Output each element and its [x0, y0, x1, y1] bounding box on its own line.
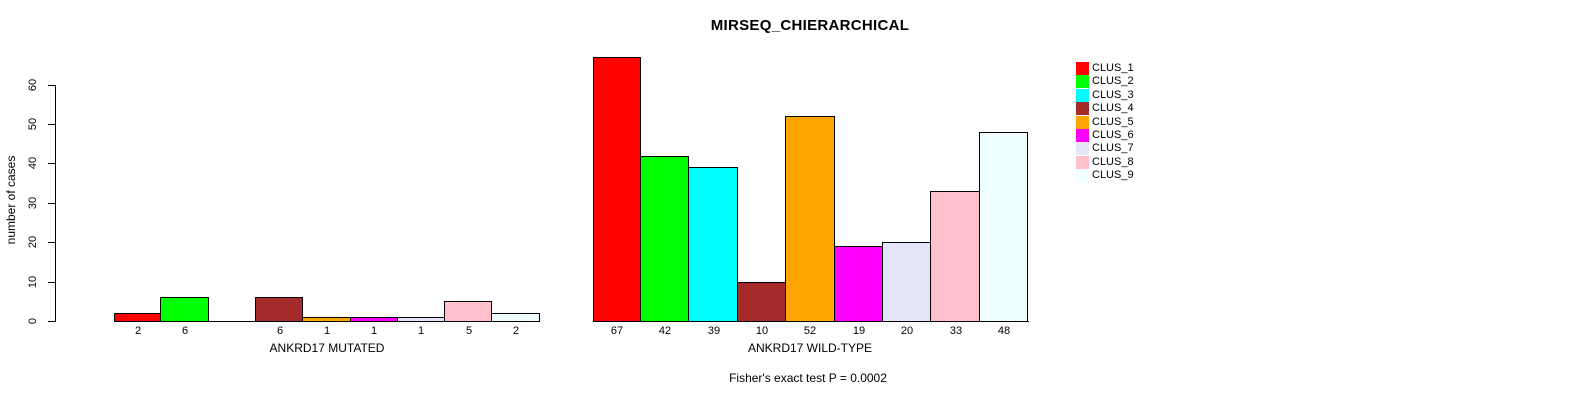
bar-value-label: 1: [323, 325, 331, 337]
y-tick: [48, 124, 55, 125]
bar: [491, 313, 540, 322]
bar: [688, 167, 738, 322]
legend-label: CLUS_1: [1092, 62, 1134, 74]
bar-value-label: 67: [610, 325, 624, 337]
bar: [834, 246, 883, 322]
group-label: ANKRD17 WILD-TYPE: [747, 341, 873, 355]
legend-label: CLUS_2: [1092, 75, 1134, 87]
legend-swatch: [1076, 75, 1089, 88]
bar-value-label: 1: [417, 325, 425, 337]
y-tick-label: 50: [27, 117, 39, 131]
y-tick: [48, 242, 55, 243]
y-tick: [48, 203, 55, 204]
chart-title: MIRSEQ_CHIERARCHICAL: [710, 17, 910, 34]
bar-value-label: 33: [949, 325, 963, 337]
fisher-test-annotation: Fisher's exact test P = 0.0002: [729, 371, 887, 385]
bar-value-label: 39: [707, 325, 721, 337]
bar: [302, 317, 351, 322]
bar-value-label: 5: [465, 325, 473, 337]
legend-swatch: [1076, 62, 1089, 75]
legend-swatch: [1076, 116, 1089, 129]
legend-label: CLUS_6: [1092, 129, 1134, 141]
legend-label: CLUS_3: [1092, 89, 1134, 101]
legend-swatch: [1076, 129, 1089, 142]
y-tick: [48, 282, 55, 283]
bar-value-label: 52: [803, 325, 817, 337]
y-axis-title: number of cases: [4, 155, 18, 245]
bar: [640, 156, 689, 322]
group-baseline: [593, 321, 1029, 322]
legend-swatch: [1076, 169, 1089, 182]
bar: [444, 301, 492, 322]
bar: [397, 317, 445, 322]
legend-label: CLUS_8: [1092, 156, 1134, 168]
bar-value-label: 1: [370, 325, 378, 337]
y-tick: [48, 85, 55, 86]
bar-value-label: 2: [512, 325, 520, 337]
legend-swatch: [1076, 156, 1089, 169]
bar-value-label: 19: [852, 325, 866, 337]
y-tick-label: 30: [27, 196, 39, 210]
y-tick-label: 20: [27, 235, 39, 249]
legend-swatch: [1076, 142, 1089, 155]
bar-value-label: 20: [900, 325, 914, 337]
legend-swatch: [1076, 89, 1089, 102]
bar-value-label: 42: [658, 325, 672, 337]
group-label: ANKRD17 MUTATED: [269, 341, 385, 355]
y-tick-label: 40: [27, 156, 39, 170]
bar-value-label: 6: [276, 325, 284, 337]
bar-value-label: 6: [181, 325, 189, 337]
bar: [350, 317, 398, 322]
bar: [255, 297, 303, 322]
y-tick-label: 0: [27, 317, 39, 325]
legend-label: CLUS_9: [1092, 169, 1134, 181]
bar: [785, 116, 835, 322]
legend-label: CLUS_5: [1092, 116, 1134, 128]
bar-value-label: 10: [755, 325, 769, 337]
bar: [979, 132, 1028, 322]
bar-value-label: 2: [134, 325, 142, 337]
bar: [160, 297, 209, 322]
bar: [930, 191, 980, 322]
group-baseline: [114, 321, 540, 322]
y-tick: [48, 321, 55, 322]
bar: [882, 242, 931, 322]
bar: [593, 57, 641, 322]
bar: [737, 282, 786, 322]
y-tick-label: 10: [27, 275, 39, 289]
y-tick-label: 60: [27, 78, 39, 92]
y-tick: [48, 163, 55, 164]
legend-label: CLUS_7: [1092, 142, 1134, 154]
y-axis-line: [55, 85, 56, 322]
bar: [114, 313, 161, 322]
legend-swatch: [1076, 102, 1089, 115]
bar-value-label: 48: [997, 325, 1011, 337]
legend-label: CLUS_4: [1092, 102, 1134, 114]
